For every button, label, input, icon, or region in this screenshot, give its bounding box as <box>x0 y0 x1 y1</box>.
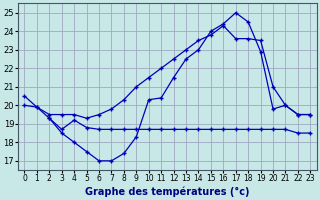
X-axis label: Graphe des températures (°c): Graphe des températures (°c) <box>85 186 250 197</box>
